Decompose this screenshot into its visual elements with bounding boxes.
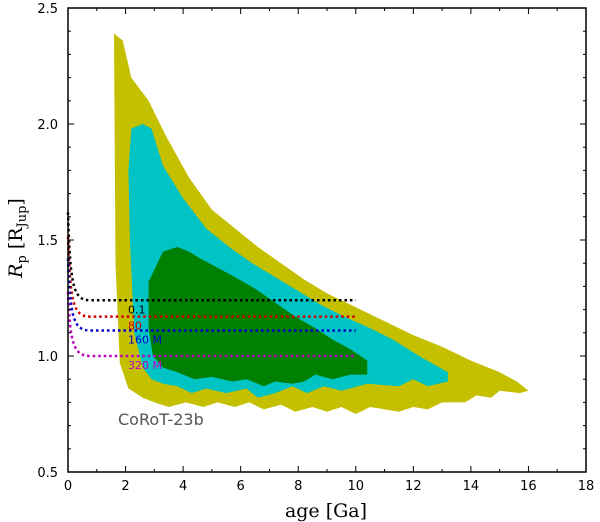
- y-axis-label-unit-sub: Jup: [15, 206, 30, 230]
- y-axis-label: Rp [RJup]: [5, 198, 30, 279]
- y-axis-label-unit-close: ]: [5, 198, 27, 205]
- isochrone-curves: [66, 212, 356, 358]
- x-tick-label: 18: [578, 479, 595, 494]
- curve-line: [66, 258, 356, 332]
- curve-line: [66, 236, 356, 318]
- curve-line: [66, 291, 356, 358]
- curve-label: 320 M: [128, 359, 162, 372]
- x-axis-label: age [Ga]: [285, 500, 367, 522]
- x-tick-label: 0: [64, 479, 72, 494]
- y-tick-label: 1.5: [37, 234, 58, 249]
- y-tick-label: 1.0: [37, 350, 58, 365]
- y-tick-labels: 0.5 1.0 1.5 2.0 2.5: [37, 2, 58, 481]
- x-tick-labels: 0 2 4 6 8 10 12 14 16 18: [64, 479, 594, 494]
- y-axis-label-sub: p: [15, 255, 30, 263]
- region-inner: [148, 247, 368, 387]
- x-tick-label: 14: [463, 479, 480, 494]
- curve-label: 0.1: [128, 303, 146, 316]
- y-tick-label: 2.0: [37, 118, 58, 133]
- curve-label: 160 M: [128, 334, 162, 347]
- y-axis-label-main: R: [5, 264, 27, 279]
- y-axis-label-unit-open: [R: [5, 227, 27, 255]
- x-tick-label: 6: [237, 479, 245, 494]
- x-tick-label: 10: [348, 479, 365, 494]
- x-tick-label: 8: [294, 479, 302, 494]
- x-tick-label: 4: [179, 479, 187, 494]
- x-tick-label: 16: [520, 479, 537, 494]
- axis-ticks: [67, 7, 587, 473]
- x-tick-label: 2: [121, 479, 129, 494]
- y-tick-label: 0.5: [37, 466, 58, 481]
- x-tick-label: 12: [405, 479, 422, 494]
- y-tick-label: 2.5: [37, 2, 58, 17]
- curve-label: 80: [128, 320, 142, 333]
- planet-annotation: CoRoT-23b: [118, 410, 204, 429]
